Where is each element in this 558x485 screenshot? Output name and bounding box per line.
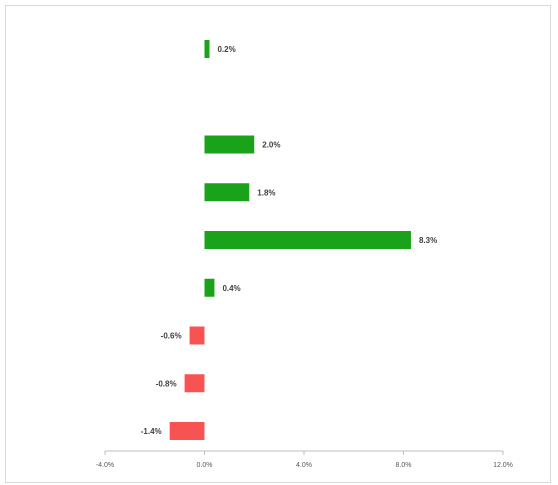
bar: [204, 231, 411, 249]
x-tick-label: 0.0%: [197, 462, 213, 469]
bar: [204, 278, 215, 297]
bar-value-label: -0.6%: [161, 332, 182, 341]
bar-value-label: 0.2%: [217, 45, 235, 54]
bar-value-label: -0.8%: [156, 379, 177, 388]
bar-value-label: -1.4%: [141, 427, 162, 436]
bar-value-label: 0.4%: [222, 284, 240, 293]
x-tick-label: -4.0%: [96, 462, 114, 469]
bar: [204, 40, 210, 58]
bar: [204, 135, 255, 154]
bar: [204, 183, 250, 202]
bar-value-label: 2.0%: [262, 141, 280, 150]
bar: [184, 374, 205, 393]
value-labels-group: 0.2% 2.0% 1.8% 8.3% 0.4% -0.6% -0.8% -1.4%: [141, 45, 437, 436]
x-tick-label: 12.0%: [493, 462, 513, 469]
x-axis: -4.0% 0.0% 4.0% 8.0% 12.0%: [96, 450, 513, 469]
bar: [189, 326, 205, 345]
bars-group: [169, 40, 411, 440]
x-tick-label: 4.0%: [296, 462, 312, 469]
x-tick-label: 8.0%: [396, 462, 412, 469]
bar-value-label: 1.8%: [257, 188, 275, 197]
bar: [169, 422, 205, 440]
bar-value-label: 8.3%: [419, 236, 437, 245]
